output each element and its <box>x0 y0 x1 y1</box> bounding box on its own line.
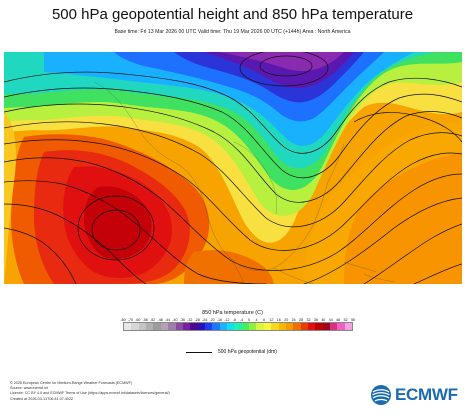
legend-tick-label: 48 <box>336 318 341 322</box>
footer-line: Licence: CC BY 4.0 and ECMWF Terms of Us… <box>10 391 170 396</box>
colorbar-swatch <box>204 323 213 330</box>
legend-tick-label: -40 <box>172 318 178 322</box>
legend-tick-label: 32 <box>306 318 311 322</box>
legend-tick-label: 40 <box>321 318 326 322</box>
colorbar-swatch <box>344 323 353 330</box>
colorbar-swatch <box>330 323 338 330</box>
weather-map <box>4 52 462 284</box>
colorbar-swatch <box>131 323 139 330</box>
legend-tick-label: 12 <box>269 318 274 322</box>
legend-tick-label: -80 <box>120 318 126 322</box>
geopotential-contours <box>4 52 462 284</box>
chart-title: 500 hPa geopotential height and 850 hPa … <box>51 6 414 23</box>
legend-tick-label: -56 <box>142 318 148 322</box>
colorbar-swatch <box>160 323 169 330</box>
contour-legend-label: 500 hPa geopotential (dm) <box>218 349 277 355</box>
colorbar-swatch <box>307 323 316 330</box>
map-svg <box>4 52 462 284</box>
coastlines <box>93 81 395 284</box>
legend-title: 850 hPa temperature (C) <box>202 310 263 316</box>
ecmwf-logo-text: ECMWF <box>395 385 458 404</box>
footer-line: Source: www.ecmwf.int <box>10 386 49 391</box>
colorbar-swatch <box>271 323 279 330</box>
legend-tick-label: 28 <box>299 318 304 322</box>
legend-ticks: -80 -70 -60 -56 -52 -48 -44 -40 -36 -32 -28 -24 -20-… <box>114 318 355 326</box>
colorbar-swatch <box>175 323 183 330</box>
legend-tick-label: 52 <box>343 318 348 322</box>
legend-tick-label: 24 <box>291 318 296 322</box>
ecmwf-logo-icon <box>371 385 391 405</box>
legend-tick-label: 36 <box>313 318 318 322</box>
colorbar-swatch <box>322 323 331 330</box>
legend-tick-label: -4 <box>240 318 244 322</box>
colorbar-swatch <box>293 323 301 330</box>
legend-tick-label: -12 <box>224 318 230 322</box>
legend-tick-label: -28 <box>194 318 200 322</box>
legend-tick-label: -16 <box>216 318 223 322</box>
legend-tick-label: 20 <box>284 318 289 322</box>
legend-tick-label: -60 <box>135 318 141 322</box>
colorbar-swatch <box>315 323 323 330</box>
temperature-colorbar <box>123 322 353 331</box>
colorbar-swatch <box>234 323 242 330</box>
colorbar-swatch <box>337 323 345 330</box>
chart-subtitle: Base time: Fri 13 Mar 2026 00 UTC Valid … <box>114 29 351 35</box>
colorbar-swatch <box>241 323 250 330</box>
colorbar-swatch <box>124 323 132 330</box>
colorbar-swatch <box>168 323 176 330</box>
legend-tick-label: -24 <box>202 318 208 322</box>
colorbar-swatch <box>263 323 272 330</box>
legend-tick-label: -52 <box>150 318 156 322</box>
legend-tick-label: 44 <box>328 318 333 322</box>
ecmwf-logo: ECMWF <box>370 384 458 406</box>
colorbar-swatch <box>285 323 294 330</box>
colorbar-swatch <box>227 323 235 330</box>
legend-tick-label: -20 <box>209 318 215 322</box>
legend-tick-label: -48 <box>157 318 163 322</box>
footer-line: © 2026 European Centre for Medium-Range … <box>10 381 133 385</box>
legend-tick-label: 4 <box>255 318 258 322</box>
colorbar-swatch <box>190 323 198 330</box>
legend-tick-label: -36 <box>179 318 185 322</box>
colorbar-swatch <box>300 323 308 330</box>
contour-legend-line <box>186 351 212 353</box>
legend-tick-label: 8 <box>262 318 265 322</box>
colorbar-swatch <box>256 323 264 330</box>
colorbar-swatch <box>182 323 191 330</box>
colorbar-swatch <box>212 323 220 330</box>
colorbar-swatch <box>153 323 161 330</box>
legend-tick-label: -32 <box>187 318 193 322</box>
colorbar-swatch <box>219 323 228 330</box>
legend-tick-label: 56 <box>351 318 355 322</box>
colorbar-swatch <box>146 323 154 330</box>
legend-tick-label: -44 <box>164 318 171 322</box>
colorbar-swatch <box>278 323 286 330</box>
legend-tick-label: 16 <box>276 318 281 322</box>
colorbar-swatch <box>138 323 147 330</box>
colorbar-swatch <box>197 323 205 330</box>
footer: © 2026 European Centre for Medium-Range … <box>10 381 270 402</box>
legend-tick-label: 0 <box>248 318 251 322</box>
legend-tick-label: -70 <box>127 318 134 322</box>
footer-line: Created at 2026-03-13T06:41:37.402Z <box>10 396 74 401</box>
contour-legend: 500 hPa geopotential (dm) <box>186 347 277 357</box>
legend-tick-label: -8 <box>232 318 236 322</box>
colorbar-swatch <box>249 323 257 330</box>
